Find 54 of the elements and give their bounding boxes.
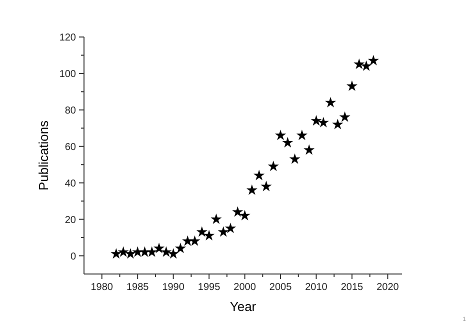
y-tick-label: 80: [64, 105, 76, 116]
point: [218, 226, 229, 237]
point: [246, 184, 258, 195]
point: [154, 242, 165, 254]
x-tick-label: 1980: [90, 282, 114, 293]
point: [254, 170, 265, 180]
point: [118, 246, 129, 257]
point: [189, 235, 200, 246]
point: [182, 235, 194, 246]
point: [296, 130, 308, 140]
point: [260, 180, 272, 192]
point: [168, 248, 179, 259]
x-tick-label: 2015: [340, 282, 364, 293]
point: [204, 230, 215, 240]
x-tick-label: 2010: [305, 282, 328, 293]
point: [325, 96, 336, 108]
point: [346, 80, 358, 91]
point: [304, 144, 315, 155]
point: [268, 160, 279, 172]
point: [174, 242, 186, 254]
y-tick-label: 20: [64, 214, 76, 226]
x-tick-label: 2020: [376, 282, 400, 293]
y-tick-label: 0: [70, 251, 76, 262]
y-tick-label: 100: [59, 68, 76, 80]
point: [354, 58, 365, 70]
point: [196, 226, 208, 237]
point: [124, 248, 136, 259]
point: [160, 246, 172, 257]
point: [146, 246, 158, 257]
point: [368, 54, 379, 66]
point: [332, 118, 344, 130]
x-axis-title: Year: [230, 299, 257, 314]
y-tick-label: 60: [64, 142, 76, 153]
point: [232, 206, 244, 217]
point: [289, 153, 300, 164]
point: [274, 130, 286, 140]
y-tick-label: 40: [64, 178, 76, 190]
point: [318, 116, 329, 128]
x-tick-label: 2000: [234, 282, 256, 293]
y-axis-title: Publications: [36, 120, 51, 191]
point: [210, 213, 222, 224]
point: [224, 222, 236, 234]
y-tick-label: 120: [59, 32, 76, 44]
point: [110, 248, 122, 259]
point: [132, 246, 144, 257]
point: [360, 60, 372, 71]
x-tick-label: 1990: [162, 282, 185, 293]
x-tick-label: 1985: [126, 282, 150, 293]
point: [239, 210, 250, 220]
point: [282, 136, 294, 148]
point: [310, 115, 322, 126]
x-tick-label: 1995: [198, 282, 221, 293]
x-tick-label: 2005: [269, 282, 292, 293]
point: [339, 111, 350, 122]
